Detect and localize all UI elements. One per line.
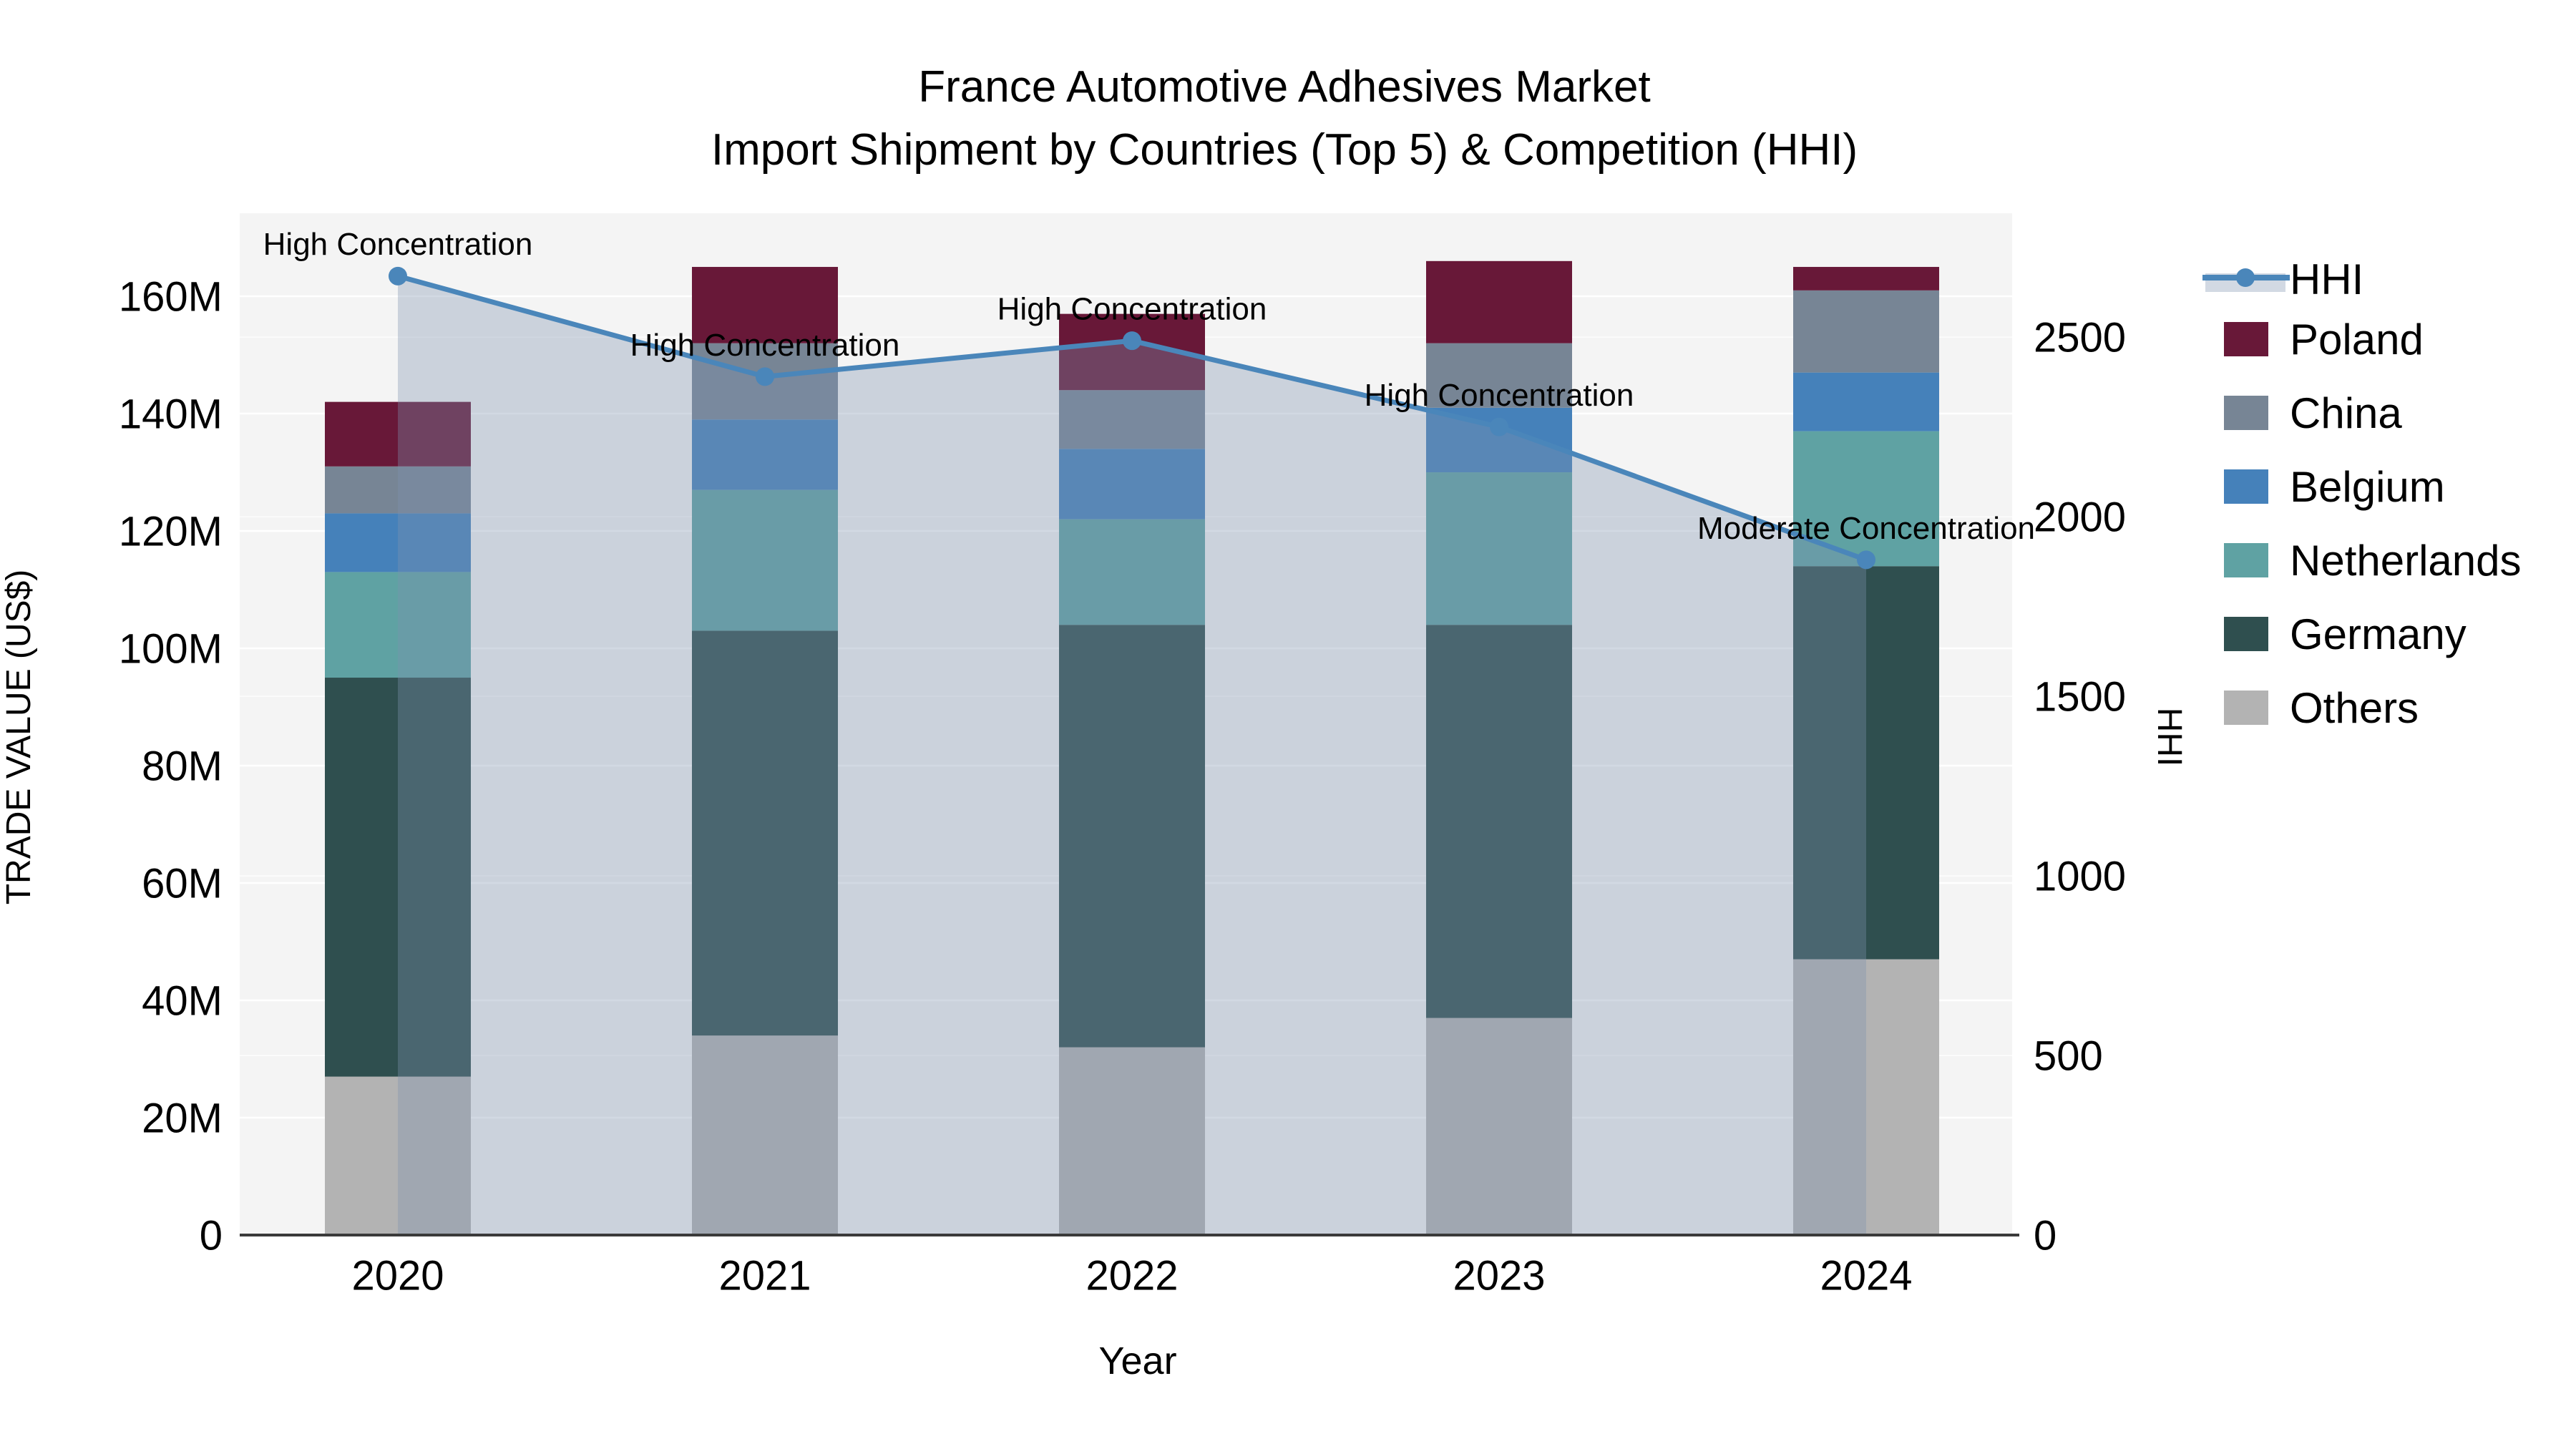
x-tick-2022: 2022 <box>1085 1252 1178 1299</box>
bar-segment-2022-belgium[interactable] <box>1059 449 1205 519</box>
chart-title-line1: France Automotive Adhesives Market <box>918 62 1650 112</box>
y-tick-160M: 160M <box>119 273 223 320</box>
bar-segment-2024-belgium[interactable] <box>1793 372 1939 431</box>
legend-swatch-others <box>2224 691 2268 725</box>
legend-swatch-poland <box>2224 322 2268 356</box>
bar-segment-2021-netherlands[interactable] <box>692 489 838 631</box>
legend-item-others[interactable]: Others <box>2224 684 2419 732</box>
y2-tick-2000: 2000 <box>2034 494 2126 540</box>
y-tick-60M: 60M <box>142 860 223 907</box>
bar-segment-2024-germany[interactable] <box>1793 566 1939 960</box>
bar-segment-2023-others[interactable] <box>1426 1018 1572 1235</box>
legend-label-hhi: HHI <box>2290 255 2363 303</box>
hhi-point-2023[interactable] <box>1490 417 1508 436</box>
y2-tick-500: 500 <box>2034 1033 2103 1079</box>
hhi-point-2024[interactable] <box>1857 550 1875 570</box>
legend-label-netherlands: Netherlands <box>2290 537 2522 585</box>
annotation-2022: High Concentration <box>997 292 1267 327</box>
legend-item-germany[interactable]: Germany <box>2224 610 2467 658</box>
legend-swatch-belgium <box>2224 469 2268 504</box>
legend-item-netherlands[interactable]: Netherlands <box>2224 537 2522 585</box>
hhi-point-2021[interactable] <box>756 367 774 386</box>
bar-segment-2022-china[interactable] <box>1059 390 1205 449</box>
y-tick-0: 0 <box>200 1212 223 1259</box>
y2-tick-1000: 1000 <box>2034 853 2126 899</box>
bar-segment-2020-germany[interactable] <box>325 678 471 1077</box>
y2-axis-ticks: 0 500 1000 1500 2000 2500 <box>2034 314 2126 1259</box>
bar-segment-2022-netherlands[interactable] <box>1059 519 1205 625</box>
y-tick-40M: 40M <box>142 977 223 1024</box>
legend-swatch-netherlands <box>2224 543 2268 577</box>
legend-swatch-germany <box>2224 617 2268 651</box>
y-tick-120M: 120M <box>119 508 223 555</box>
y-tick-20M: 20M <box>142 1095 223 1141</box>
legend-item-china[interactable]: China <box>2224 389 2402 437</box>
annotation-2021: High Concentration <box>630 328 900 363</box>
annotation-2020: High Concentration <box>263 227 533 262</box>
legend-label-poland: Poland <box>2290 316 2424 364</box>
x-tick-2020: 2020 <box>351 1252 444 1299</box>
legend-label-china: China <box>2290 389 2402 437</box>
hhi-area <box>398 275 1866 1235</box>
legend-item-belgium[interactable]: Belgium <box>2224 463 2445 511</box>
bar-segment-2023-poland[interactable] <box>1426 260 1572 343</box>
hhi-point-2022[interactable] <box>1123 331 1141 351</box>
legend: HHI Poland China Belgium Netherlands Germany O… <box>2202 255 2522 732</box>
legend-hhi-marker-icon <box>2236 268 2255 287</box>
bar-segment-2024-china[interactable] <box>1793 290 1939 373</box>
x-axis-ticks: 2020 2021 2022 2023 2024 <box>351 1252 1912 1299</box>
annotation-2023: High Concentration <box>1365 378 1634 413</box>
x-axis-title: Year <box>1098 1340 1176 1382</box>
x-tick-2024: 2024 <box>1820 1252 1912 1299</box>
bar-segment-2021-poland[interactable] <box>692 267 838 343</box>
legend-label-germany: Germany <box>2290 610 2467 658</box>
bar-segment-2023-germany[interactable] <box>1426 625 1572 1018</box>
bar-segment-2020-others[interactable] <box>325 1076 471 1235</box>
bar-segment-2024-others[interactable] <box>1793 959 1939 1235</box>
y-axis-title: TRADE VALUE (US$) <box>0 570 38 905</box>
bar-segment-2021-others[interactable] <box>692 1035 838 1235</box>
y-tick-100M: 100M <box>119 625 223 672</box>
legend-label-others: Others <box>2290 684 2419 732</box>
legend-item-poland[interactable]: Poland <box>2224 316 2424 364</box>
y2-tick-2500: 2500 <box>2034 314 2126 361</box>
legend-item-hhi[interactable]: HHI <box>2202 255 2363 303</box>
x-tick-2023: 2023 <box>1453 1252 1545 1299</box>
y-tick-80M: 80M <box>142 743 223 789</box>
annotation-2024: Moderate Concentration <box>1697 511 2035 546</box>
bar-segment-2023-china[interactable] <box>1426 343 1572 408</box>
hhi-point-2020[interactable] <box>389 266 407 286</box>
bar-segment-2021-belgium[interactable] <box>692 419 838 490</box>
bar-segment-2020-china[interactable] <box>325 466 471 514</box>
y2-tick-0: 0 <box>2034 1212 2057 1259</box>
y-axis-ticks: 0 20M 40M 60M 80M 100M 120M 140M 160M <box>119 273 223 1259</box>
chart-title-line2: Import Shipment by Countries (Top 5) & C… <box>711 125 1858 175</box>
bar-segment-2021-germany[interactable] <box>692 630 838 1036</box>
legend-swatch-china <box>2224 396 2268 430</box>
legend-label-belgium: Belgium <box>2290 463 2445 511</box>
bar-segment-2024-poland[interactable] <box>1793 267 1939 291</box>
bar-segment-2023-netherlands[interactable] <box>1426 472 1572 625</box>
bar-segment-2022-germany[interactable] <box>1059 625 1205 1048</box>
bar-segment-2020-poland[interactable] <box>325 401 471 467</box>
bar-segment-2020-belgium[interactable] <box>325 513 471 572</box>
x-tick-2021: 2021 <box>718 1252 811 1299</box>
y2-axis-title: HHI <box>2150 708 2188 767</box>
bar-segment-2022-others[interactable] <box>1059 1047 1205 1235</box>
bar-segment-2020-netherlands[interactable] <box>325 572 471 678</box>
hhi-area-fill <box>398 275 1866 1235</box>
y-tick-140M: 140M <box>119 391 223 437</box>
annotations: High Concentration High Concentration High… <box>263 227 2035 546</box>
y2-tick-1500: 1500 <box>2034 673 2126 720</box>
hhi-line <box>389 266 1875 570</box>
